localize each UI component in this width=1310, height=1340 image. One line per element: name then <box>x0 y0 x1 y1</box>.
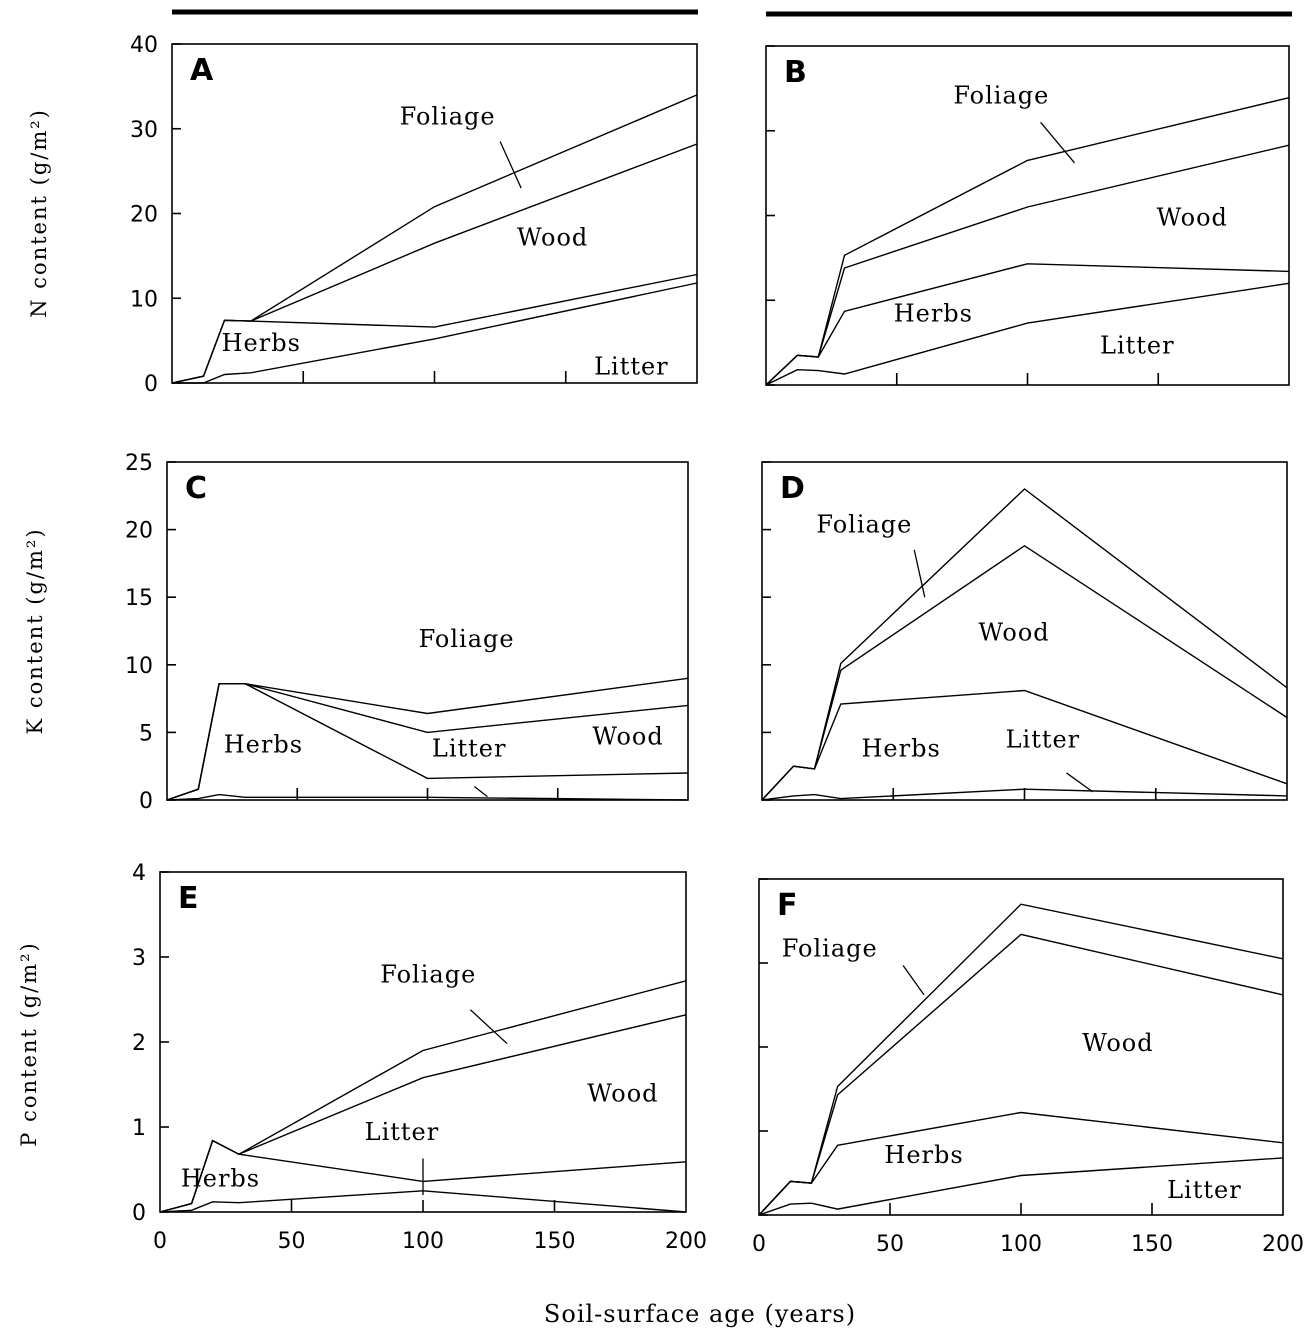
layer-label-wood: Wood <box>1082 1029 1153 1057</box>
x-tick-label: 100 <box>1000 1232 1042 1257</box>
series-line-foliage <box>171 94 698 384</box>
layer-label-litter: Litter <box>1006 725 1081 753</box>
series-line-litter <box>765 282 1290 386</box>
x-tick-label: 150 <box>1131 1232 1173 1257</box>
series-line-wood <box>761 544 1288 801</box>
layer-label-foliage: Foliage <box>816 510 912 538</box>
x-tick-label: 50 <box>876 1232 904 1257</box>
panel-letter: E <box>178 881 199 916</box>
y-axis-label: N content (g/m²) <box>27 108 51 318</box>
series-line-foliage <box>758 903 1284 1216</box>
layer-label-wood: Wood <box>592 723 663 751</box>
y-tick-label: 20 <box>125 519 153 544</box>
panel-f: 0 50 100 150 200 F Foliage Wood Herbs Litter <box>752 878 1304 1257</box>
series-line-litter <box>761 788 1288 801</box>
layer-label-foliage: Foliage <box>419 625 515 653</box>
y-tick-label: 5 <box>139 721 153 746</box>
y-tick-label: 2 <box>132 1031 146 1056</box>
y-tick-label: 20 <box>130 203 158 228</box>
layer-label-wood: Wood <box>517 224 588 252</box>
series-line-litter <box>758 1157 1284 1216</box>
layer-label-herbs: Herbs <box>222 329 301 357</box>
panel-c: 0 5 10 15 20 25 C K content (g/m²) Foliage Wood He… <box>23 451 689 814</box>
layer-label-wood: Wood <box>1157 204 1228 232</box>
layer-label-herbs: Herbs <box>884 1141 963 1169</box>
panel-letter: C <box>185 471 207 506</box>
series-line-wood <box>765 144 1290 386</box>
layer-label-wood: Wood <box>587 1080 658 1108</box>
y-tick-label: 3 <box>132 946 146 971</box>
layer-label-litter: Litter <box>1100 332 1175 360</box>
y-tick-label: 15 <box>125 586 153 611</box>
layer-label-herbs: Herbs <box>861 735 940 763</box>
y-axis-label: K content (g/m²) <box>23 527 47 734</box>
x-axis-label: Soil-surface age (years) <box>544 1300 856 1328</box>
x-tick-label: 0 <box>153 1229 167 1254</box>
series-line-wood <box>758 933 1284 1216</box>
layer-label-foliage: Foliage <box>380 961 476 989</box>
y-axis-label: P content (g/m²) <box>17 941 41 1146</box>
x-tick-label: 200 <box>665 1229 707 1254</box>
x-tick-label: 0 <box>752 1232 766 1257</box>
layer-label-herbs: Herbs <box>894 299 973 327</box>
panel-b: B Foliage Wood Herbs Litter <box>765 45 1290 386</box>
layer-label-litter: Litter <box>432 735 507 763</box>
panel-a: 0 10 20 30 40 A N content (g/m²) Foliage Wood Her… <box>27 33 698 397</box>
series-line-foliage <box>159 980 687 1213</box>
layer-label-herbs: Herbs <box>181 1165 260 1193</box>
x-tick-label: 150 <box>534 1229 576 1254</box>
y-tick-label: 0 <box>132 1201 146 1226</box>
panel-letter: A <box>190 53 214 88</box>
y-tick-label: 0 <box>144 372 158 397</box>
series-line-herbs <box>765 263 1290 386</box>
series-line-foliage <box>765 97 1290 386</box>
leader-line <box>473 785 488 798</box>
x-tick-label: 100 <box>402 1229 444 1254</box>
leader-line <box>1040 121 1076 164</box>
panel-e: 0 1 2 3 4 0 50 100 150 200 E P content (g/m²) Foliag… <box>17 861 707 1254</box>
y-tick-label: 30 <box>130 118 158 143</box>
series-line-litter <box>166 793 689 801</box>
layer-label-litter: Litter <box>1167 1176 1242 1204</box>
y-tick-label: 0 <box>139 789 153 814</box>
layer-label-foliage: Foliage <box>782 934 878 962</box>
leader-line <box>913 549 926 598</box>
y-tick-label: 1 <box>132 1116 146 1141</box>
layer-label-herbs: Herbs <box>224 731 303 759</box>
series-line-litter <box>159 1190 687 1213</box>
y-tick-label: 25 <box>125 451 153 476</box>
plot-frame <box>758 878 1284 1216</box>
panel-letter: F <box>777 888 798 923</box>
panel-d: D Foliage Wood Herbs Litter <box>761 461 1288 801</box>
leader-line <box>499 141 522 189</box>
y-tick-label: 10 <box>125 654 153 679</box>
layer-label-wood: Wood <box>978 618 1049 646</box>
series-line-litter <box>172 282 698 384</box>
leader-line <box>902 965 925 996</box>
layer-label-litter: Litter <box>594 353 669 381</box>
layer-label-foliage: Foliage <box>953 82 1049 110</box>
y-tick-label: 4 <box>132 861 146 886</box>
panel-letter: B <box>784 55 807 90</box>
leader-line <box>1066 772 1094 793</box>
panel-letter: D <box>780 471 805 506</box>
x-tick-label: 200 <box>1262 1232 1304 1257</box>
series-line-foliage <box>761 488 1288 801</box>
x-tick-label: 50 <box>278 1229 306 1254</box>
series-line-foliage <box>166 677 689 801</box>
leader-line <box>469 1009 508 1045</box>
layer-label-foliage: Foliage <box>400 103 496 131</box>
y-tick-label: 10 <box>130 287 158 312</box>
y-tick-label: 40 <box>130 33 158 58</box>
layer-label-litter: Litter <box>365 1118 440 1146</box>
